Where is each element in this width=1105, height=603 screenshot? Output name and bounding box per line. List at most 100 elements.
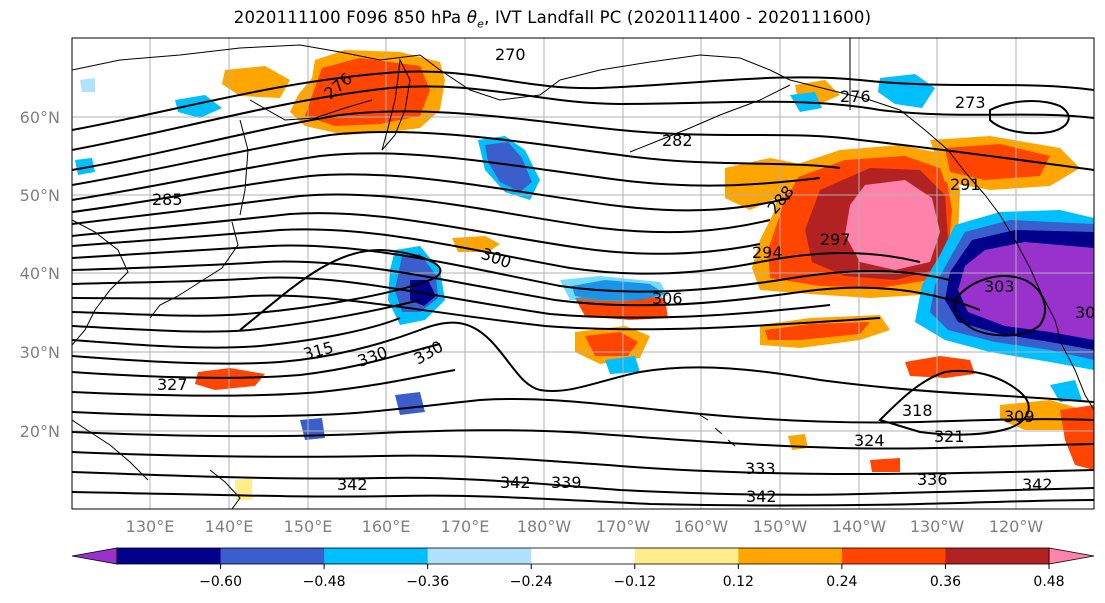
shade-gulf-alaska-pink (845, 180, 940, 270)
lon-label-140e: 140°E (205, 517, 254, 536)
latitude-labels: 60°N 50°N 40°N 30°N 20°N (20, 108, 60, 441)
colorbar-tick-label: −0.36 (406, 574, 449, 590)
map-content: 270 273 276 276 282 285 288 291 294 297 … (72, 38, 1095, 509)
lon-label-160w: 160°W (674, 517, 729, 536)
coast-siberia (72, 44, 561, 101)
contour-label: 342 (337, 475, 368, 494)
lat-label-30n: 30°N (20, 343, 60, 362)
negative-shading (75, 74, 1094, 440)
lon-label-130e: 130°E (126, 517, 175, 536)
contour-label: 339 (551, 473, 582, 492)
colorbar-tick-label: −0.12 (613, 574, 656, 590)
colorbar-tick-label: −0.60 (199, 574, 242, 590)
shade-central-pacific-2b (585, 332, 638, 356)
figure-title: 2020111100 F096 850 hPa θe, IVT Landfall… (0, 8, 1105, 30)
contour-label: 291 (950, 175, 981, 194)
lon-label-140w: 140°W (832, 517, 887, 536)
coastlines (72, 38, 1094, 509)
lon-label-180w: 180°W (517, 517, 572, 536)
coast-okhotsk (249, 99, 373, 121)
theta-e-contours (72, 70, 1094, 507)
lat-label-60n: 60°N (20, 108, 60, 127)
shade-japan-jet (195, 368, 265, 390)
colorbar-segments (117, 548, 1050, 564)
colorbar-segment (220, 548, 325, 564)
contour-label: 303 (984, 277, 1015, 296)
coast-bc-west (984, 194, 1094, 411)
contour-label: 342 (746, 487, 777, 506)
shade-far-east-small (870, 458, 900, 472)
coast-kamchatka (381, 58, 411, 151)
contour-label: 321 (934, 427, 965, 446)
shade-west-coast-purple (958, 242, 1094, 340)
contour-label: 327 (157, 375, 188, 394)
contour-label: 336 (917, 470, 948, 489)
coast-alaska-west (559, 54, 791, 81)
shade-east-sub-blue (1050, 380, 1082, 402)
contour-label: 333 (745, 459, 776, 478)
colorbar-segment (634, 548, 739, 564)
lon-label-120w: 120°W (989, 517, 1044, 536)
coast-china-south (72, 419, 149, 481)
shade-subtropic-east-red (765, 322, 870, 340)
contour-label: 270 (495, 45, 526, 64)
contour-label: 318 (902, 401, 933, 420)
contour-label: 342 (500, 473, 531, 492)
colorbar-right-extension (1048, 547, 1095, 565)
coast-alaska-south (789, 79, 986, 196)
positive-shading (195, 50, 1094, 500)
shade-alaska-west (222, 66, 290, 98)
shade-sub-pale (235, 478, 252, 500)
contour-label: 282 (662, 131, 693, 150)
colorbar-frame (116, 547, 1050, 565)
colorbar-segment (738, 548, 843, 564)
colorbar-ticks: −0.60 −0.48 −0.36 −0.24 −0.12 0.12 0.24 0.36 0.4… (199, 564, 1065, 590)
shade-far-east-sub-red (1060, 405, 1094, 470)
shade-west-pac-small2 (395, 392, 425, 415)
lat-label-20n: 20°N (20, 422, 60, 441)
colorbar-tick-label: −0.48 (303, 574, 346, 590)
lon-label-160e: 160°E (362, 517, 411, 536)
shade-se-subtropic (905, 356, 975, 378)
title-prefix: 2020111100 F096 850 hPa (233, 8, 467, 27)
contour-label: 297 (820, 230, 851, 249)
lat-label-40n: 40°N (20, 264, 60, 283)
lon-label-170w: 170°W (596, 517, 651, 536)
lon-label-130w: 130°W (910, 517, 965, 536)
title-theta-subscript: e (477, 17, 485, 31)
shade-nw-pale (80, 78, 95, 92)
contour-label: 294 (752, 243, 783, 262)
colorbar-segment (841, 548, 946, 564)
contour-label: 306 (652, 289, 683, 308)
coast-alaska-peninsula (629, 84, 791, 153)
colorbar-segment (531, 548, 636, 564)
contour-label: 309 (1004, 407, 1035, 426)
map-frame (71, 37, 1095, 510)
coast-japan (149, 221, 239, 319)
title-suffix: , IVT Landfall PC (2020111400 - 20201116… (484, 8, 872, 27)
contour-label: 276 (840, 87, 871, 106)
colorbar-segment (945, 548, 1050, 564)
colorbar-tick-label: 0.24 (826, 574, 857, 590)
graticule (72, 38, 1094, 509)
shade-kamchatka-blue-mid (485, 142, 532, 192)
colorbar: −0.60 −0.48 −0.36 −0.24 −0.12 0.12 0.24 0.36 0.4… (71, 547, 1095, 590)
lon-label-150w: 150°W (753, 517, 808, 536)
shade-central-pacific-blue-light (560, 276, 668, 302)
contour-label: 324 (854, 431, 885, 450)
lon-label-150e: 150°E (284, 517, 333, 536)
lat-label-50n: 50°N (20, 186, 60, 205)
colorbar-left-extension (71, 547, 118, 565)
colorbar-tick-label: 0.36 (930, 574, 961, 590)
colorbar-segment (427, 548, 532, 564)
contour-label: 273 (955, 93, 986, 112)
contour-label: 30 (1075, 303, 1095, 322)
title-theta-symbol: θ (466, 8, 478, 27)
colorbar-tick-label: 0.48 (1033, 574, 1064, 590)
colorbar-tick-label: 0.12 (723, 574, 754, 590)
lon-label-170e: 170°E (441, 517, 490, 536)
longitude-labels: 130°E 140°E 150°E 160°E 170°E 180°W 170°… (126, 517, 1044, 536)
shade-japan-sea-blue (75, 158, 95, 175)
colorbar-tick-label: −0.24 (510, 574, 553, 590)
